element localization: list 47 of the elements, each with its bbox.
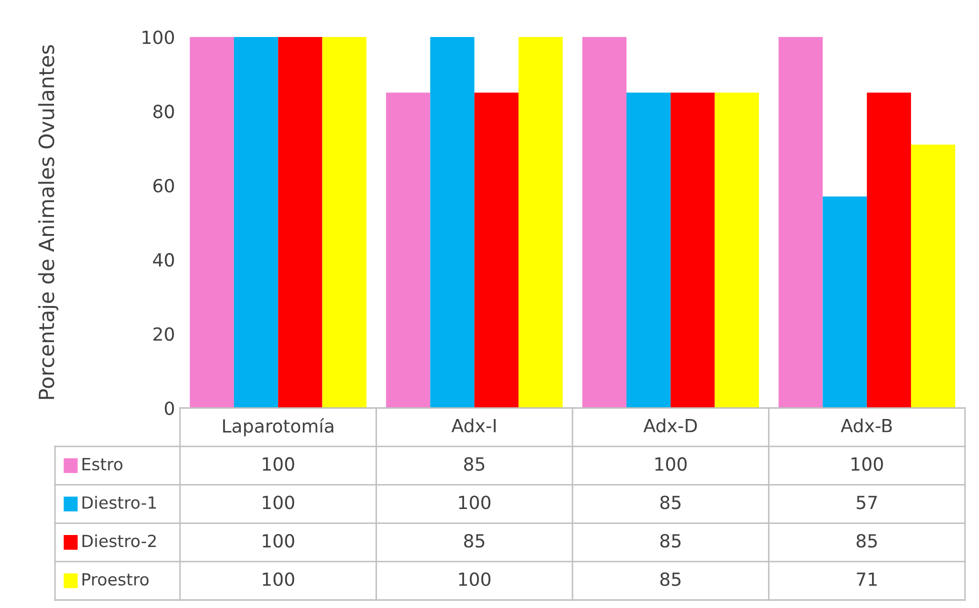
y-tick-label: 20	[153, 327, 174, 341]
bar	[822, 196, 867, 408]
x-tick-label: Adx-D	[643, 418, 697, 432]
y-tick-label: 100	[142, 30, 174, 44]
legend-label: Diestro-1	[82, 496, 156, 509]
bar	[518, 37, 563, 408]
bar	[911, 144, 956, 408]
data-label: 100	[262, 496, 294, 510]
data-label: 100	[459, 496, 490, 510]
data-label: 85	[660, 572, 681, 586]
legend-label: Proestro	[82, 573, 149, 586]
y-axis-title: Porcentaje de Animales Ovulantes	[38, 45, 58, 399]
y-tick-label: 80	[153, 104, 174, 118]
data-label: 100	[262, 534, 294, 548]
data-label: 57	[856, 496, 877, 510]
bar	[714, 92, 759, 408]
bar	[670, 92, 715, 408]
bar	[626, 92, 671, 408]
bar	[474, 92, 519, 408]
data-label: 100	[262, 572, 294, 586]
y-tick-label: 40	[153, 253, 174, 267]
bar	[430, 37, 474, 408]
data-label: 100	[459, 572, 490, 586]
bar	[234, 37, 278, 408]
bar	[778, 37, 823, 408]
data-label: 85	[464, 457, 484, 471]
y-tick-label: 0	[164, 401, 174, 416]
y-tick-label: 60	[153, 178, 174, 193]
data-label: 100	[852, 457, 883, 471]
bar	[278, 37, 322, 408]
x-tick-label: Laparotomía	[223, 418, 334, 436]
data-label: 71	[856, 572, 877, 586]
data-label: 85	[464, 534, 484, 548]
x-tick-label: Adx-B	[840, 418, 892, 432]
data-label: 100	[655, 457, 687, 471]
x-tick-label: Adx-I	[452, 418, 496, 432]
bar	[190, 37, 234, 408]
bar	[582, 37, 626, 408]
data-label: 85	[856, 534, 877, 548]
bar	[322, 37, 366, 408]
legend-label: Diestro-2	[82, 534, 156, 548]
data-label: 85	[660, 534, 681, 548]
legend-label: Estro	[82, 458, 122, 470]
bar	[386, 92, 430, 408]
bar	[866, 92, 912, 408]
data-label: 85	[660, 496, 681, 510]
data-label: 100	[262, 457, 294, 471]
